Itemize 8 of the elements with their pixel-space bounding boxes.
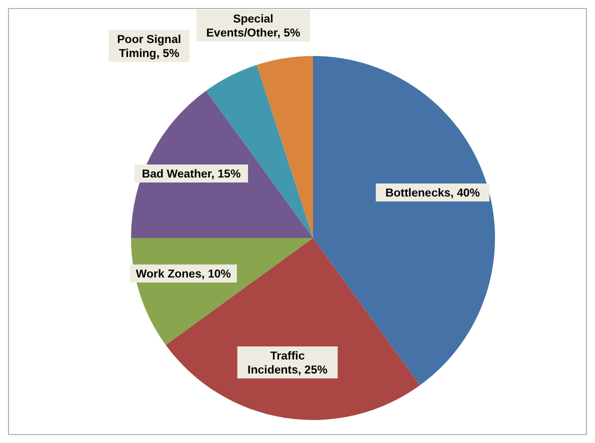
slice-label: Poor Signal Timing, 5% [117,34,182,60]
slice-label: Bad Weather, 15% [142,168,241,181]
pie-slice [256,56,313,238]
slice-label: Traffic Incidents, 25% [248,350,328,376]
slice-label: Bottlenecks, 40% [385,188,480,200]
pie-slice [131,90,313,238]
slice-label: Special Events/Other, 5% [206,14,300,40]
slice-label: Work Zones, 10% [136,268,231,280]
